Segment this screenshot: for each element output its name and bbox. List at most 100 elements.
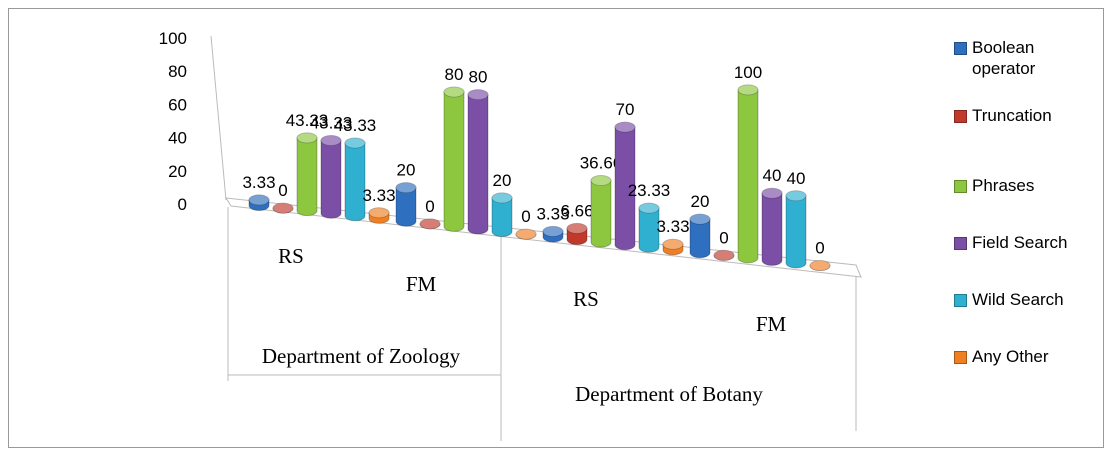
bar-top [320, 134, 342, 146]
bar [320, 139, 342, 219]
bar-highlight [444, 86, 464, 97]
bar-highlight [369, 207, 389, 218]
legend-swatch [954, 237, 967, 250]
data-label: 20 [493, 171, 512, 190]
data-label: 0 [425, 197, 434, 216]
legend-swatch [954, 351, 967, 364]
y-axis [210, 35, 227, 201]
bar-highlight [543, 226, 563, 237]
group-label: Department of Botany [575, 382, 763, 406]
legend-label: Boolean operator [972, 38, 1036, 78]
data-label: 70 [616, 100, 635, 119]
data-label: 40 [763, 166, 782, 185]
bar-top [467, 89, 489, 101]
data-label: 3.33 [536, 204, 569, 223]
bar-top [737, 84, 759, 96]
y-tick-label: 80 [168, 62, 187, 81]
data-label: 3.33 [242, 173, 275, 192]
bar-top [248, 194, 270, 206]
bar [785, 195, 807, 269]
bar-highlight [396, 182, 416, 193]
legend-item: Truncation [954, 105, 1089, 126]
data-label: 0 [278, 181, 287, 200]
bar-highlight [273, 203, 293, 214]
bar [689, 218, 711, 259]
bar-top [713, 249, 735, 261]
bar-highlight [663, 239, 683, 250]
bar-top [296, 132, 318, 144]
bar-top [614, 121, 636, 133]
data-label: 0 [815, 239, 824, 258]
data-label: 43.33 [286, 111, 329, 130]
bar-top [638, 202, 660, 214]
bar-highlight [321, 135, 341, 146]
bar-highlight [690, 214, 710, 225]
data-label: 80 [469, 68, 488, 87]
bar-highlight [762, 188, 782, 199]
bar-top [566, 222, 588, 234]
bar-highlight [738, 84, 758, 95]
bar-highlight [297, 132, 317, 143]
chart-frame: 0 20 40 60 80 100 RS FM RS FM Department of Zoolog… [8, 8, 1104, 448]
legend-item: Boolean operator [954, 37, 1089, 79]
legend-swatch [954, 110, 967, 123]
data-label: 3.33 [656, 217, 689, 236]
legend-item: Field Search [954, 232, 1089, 253]
legend-swatch [954, 180, 967, 193]
bar [443, 91, 465, 232]
legend-label: Wild Search [972, 290, 1064, 309]
bar-top [395, 182, 417, 194]
category-label: FM [406, 272, 437, 296]
data-label: 3.33 [362, 186, 395, 205]
bar-top [272, 202, 294, 214]
bar-top [542, 225, 564, 237]
bar-highlight [591, 175, 611, 186]
bar-highlight [786, 190, 806, 201]
data-label: 43.33 [334, 116, 377, 135]
legend-label: Any Other [972, 347, 1049, 366]
bar-highlight [714, 250, 734, 261]
y-tick-label: 0 [178, 195, 187, 214]
data-label: 23.33 [628, 181, 671, 200]
data-label: 20 [397, 161, 416, 180]
category-label: RS [278, 244, 304, 268]
bar-top [785, 190, 807, 202]
bar [344, 142, 366, 222]
group-label: Department of Zoology [262, 344, 461, 368]
bar-highlight [492, 192, 512, 203]
legend-label: Phrases [972, 176, 1035, 195]
bar [761, 192, 783, 266]
bar-top [443, 86, 465, 98]
bar-highlight [567, 223, 587, 234]
bar-top [689, 213, 711, 225]
data-label: 80 [445, 65, 464, 84]
bar [737, 89, 759, 264]
bar-top [491, 192, 513, 204]
data-label: 20 [691, 192, 710, 211]
chart: 0 20 40 60 80 100 RS FM RS FM Department of Zoolog… [159, 29, 862, 441]
bar-top [344, 137, 366, 149]
bar [638, 207, 660, 253]
category-label: FM [756, 312, 787, 336]
bar-highlight [249, 194, 269, 205]
data-label: 100 [734, 63, 762, 82]
data-label: 40 [787, 169, 806, 188]
data-label: 43.33 [310, 113, 353, 132]
legend-label: Field Search [972, 233, 1068, 252]
legend-label: Truncation [972, 106, 1052, 125]
bar-highlight [420, 218, 440, 229]
bar-top [761, 187, 783, 199]
bar-top [590, 175, 612, 187]
bar-highlight [516, 229, 536, 240]
legend-swatch [954, 42, 967, 55]
bar-highlight [639, 203, 659, 214]
data-label: 36.66 [580, 154, 623, 173]
bar-top [809, 260, 831, 272]
y-tick-label: 20 [168, 162, 187, 181]
bar-top [368, 207, 390, 219]
bar-highlight [615, 122, 635, 133]
y-tick-label: 60 [168, 95, 187, 114]
legend-swatch [954, 294, 967, 307]
bar [614, 126, 636, 251]
legend-item: Phrases [954, 175, 1089, 196]
